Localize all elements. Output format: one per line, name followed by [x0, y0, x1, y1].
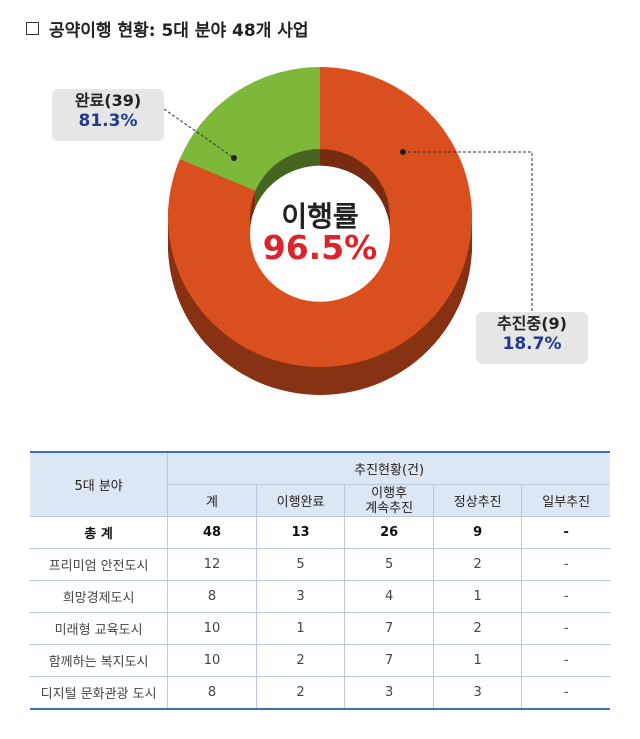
leader-dot-in-progress	[400, 149, 406, 155]
cell: 3	[255, 580, 346, 613]
cell: 8	[167, 580, 257, 613]
cell: -	[521, 580, 610, 613]
cell: 10	[167, 644, 257, 677]
label-done-name: 완료(39)	[74, 91, 142, 110]
cell: 3	[344, 676, 434, 710]
cell: 9	[432, 516, 523, 549]
header-continuing-line2: 계속추진	[365, 500, 414, 516]
label-in-progress-name: 추진중(9)	[497, 314, 567, 333]
table-row: 희망경제도시 8 3 4 1 -	[30, 580, 610, 613]
cell: 1	[255, 612, 346, 645]
header-continuing-line1: 이행후	[371, 485, 408, 501]
cell: 4	[344, 580, 434, 613]
leader-line-done	[163, 108, 235, 159]
cell: 2	[255, 644, 346, 677]
cell: 26	[344, 516, 434, 549]
cell: 3	[432, 676, 523, 710]
donut-hole-face	[250, 165, 390, 302]
center-label: 이행률	[281, 200, 359, 233]
cell: -	[521, 516, 610, 549]
cell: 5	[344, 548, 434, 581]
cell: 10	[167, 612, 257, 645]
page-title: 공약이행 현황: 5대 분야 48개 사업	[26, 16, 309, 41]
cell: -	[521, 612, 610, 645]
inner-wall-완료	[320, 149, 390, 234]
inner-wall-완료	[250, 190, 256, 234]
label-in-progress: 추진중(9) 18.7%	[476, 312, 588, 364]
header-total: 계	[167, 484, 257, 517]
cell: 2	[255, 676, 346, 710]
cell: 2	[432, 612, 523, 645]
table-row: 프리미엄 안전도시 12 5 5 2 -	[30, 548, 610, 581]
label-done: 완료(39) 81.3%	[52, 89, 164, 141]
row-name: 미래형 교육도시	[30, 612, 169, 645]
header-continuing: 이행후 계속추진	[344, 484, 434, 517]
table-row: 총 계 48 13 26 9 -	[30, 516, 610, 549]
header-normal: 정상추진	[432, 484, 523, 517]
row-name: 함께하는 복지도시	[30, 644, 169, 677]
slice-완료	[168, 67, 472, 367]
label-in-progress-pct: 18.7%	[502, 334, 562, 354]
row-name: 총 계	[30, 516, 169, 549]
header-partial: 일부추진	[521, 484, 610, 517]
row-name: 희망경제도시	[30, 580, 169, 613]
inner-wall-추진중	[255, 149, 320, 208]
cell: -	[521, 644, 610, 677]
donut-chart	[163, 67, 533, 395]
center-rate: 96.5%	[262, 228, 378, 267]
label-done-pct: 81.3%	[78, 111, 138, 131]
cell: 1	[432, 644, 523, 677]
checkbox-square-icon	[26, 22, 39, 35]
table-row: 함께하는 복지도시 10 2 7 1 -	[30, 644, 610, 677]
slice-추진중	[179, 67, 320, 191]
cell: -	[521, 676, 610, 710]
header-field: 5대 분야	[30, 451, 169, 517]
cell: 7	[344, 644, 434, 677]
cell: 5	[255, 548, 346, 581]
header-group: 추진현황(건)	[167, 451, 610, 485]
header-completed: 이행완료	[255, 484, 346, 517]
title-text: 공약이행 현황: 5대 분야 48개 사업	[49, 21, 309, 41]
cell: -	[521, 548, 610, 581]
cell: 2	[432, 548, 523, 581]
cell: 1	[432, 580, 523, 613]
table-row: 디지털 문화관광 도시 8 2 3 3 -	[30, 676, 610, 710]
cell: 13	[255, 516, 346, 549]
row-name: 디지털 문화관광 도시	[30, 676, 169, 710]
table-row: 미래형 교육도시 10 1 7 2 -	[30, 612, 610, 645]
cell: 8	[167, 676, 257, 710]
status-table: 5대 분야 추진현황(건) 계 이행완료 이행후 계속추진 정상추진 일부추진 …	[30, 451, 610, 710]
row-name: 프리미엄 안전도시	[30, 548, 169, 581]
cell: 7	[344, 612, 434, 645]
cell: 48	[167, 516, 257, 549]
cell: 12	[167, 548, 257, 581]
leader-line-in-progress	[403, 151, 533, 312]
leader-dot-done	[231, 155, 237, 161]
